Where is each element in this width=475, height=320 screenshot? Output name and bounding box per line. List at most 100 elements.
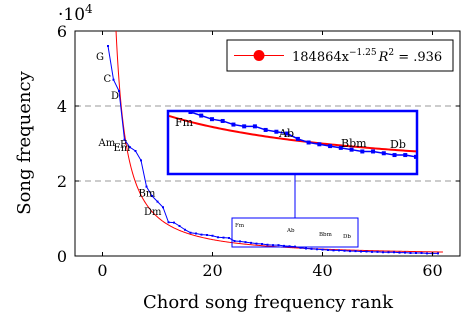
inset-data-point	[231, 122, 236, 127]
legend-label: 184864x−1.25 R2 = .936	[292, 48, 442, 65]
plot-frame	[74, 30, 461, 257]
data-point	[404, 251, 406, 254]
data-point	[134, 150, 137, 152]
x-axis-label: Chord song frequency rank	[143, 292, 394, 313]
data-point	[129, 146, 131, 149]
inset-data-point	[306, 140, 311, 145]
data-point	[393, 251, 395, 254]
data-point	[316, 248, 318, 251]
data-point	[415, 252, 417, 254]
inset-data-point	[274, 129, 279, 134]
data-point	[189, 231, 192, 234]
y-multiplier: ·104	[58, 2, 93, 25]
data-point	[299, 246, 302, 249]
y-tick-label: 0	[57, 247, 67, 266]
data-point	[437, 252, 439, 255]
inset-data-point	[349, 147, 354, 152]
data-point	[426, 252, 428, 255]
inset-data-point	[242, 124, 247, 129]
data-point	[283, 244, 285, 247]
inset-data-point	[425, 155, 429, 159]
data-point	[156, 200, 159, 203]
data-point	[321, 248, 324, 251]
data-point	[277, 244, 280, 247]
x-tick-label: 20	[202, 261, 222, 280]
data-point	[233, 240, 236, 242]
data-point	[200, 233, 203, 236]
y-axis-label: Song frequency	[14, 70, 35, 214]
data-point	[107, 45, 109, 47]
y-tick-label: 2	[57, 172, 67, 191]
zoom-label: Ab	[286, 228, 295, 234]
axis-ticks: 0 20 40 60 0 2 4 6	[57, 22, 460, 280]
data-point	[211, 234, 214, 237]
inset-label: Bbm	[341, 137, 367, 150]
data-point	[173, 221, 175, 224]
data-point	[118, 90, 120, 92]
x-tick-label: 60	[422, 261, 442, 280]
data-point	[360, 250, 362, 253]
inset-data-point	[338, 145, 343, 150]
inset-data-point	[263, 127, 268, 132]
chord-label: C	[104, 74, 112, 85]
zoom-label: Bbm	[319, 232, 333, 238]
inset-data-point	[381, 151, 386, 156]
data-point	[332, 249, 335, 252]
chord-labels: GCD Am FEm Bm Dm	[96, 52, 162, 218]
legend: 184864x−1.25 R2 = .936	[226, 39, 454, 72]
x-tick-label: 0	[97, 261, 107, 280]
data-point	[338, 249, 340, 252]
inset-frame	[166, 109, 419, 176]
chord-label: F	[120, 139, 127, 150]
data-point	[217, 236, 219, 239]
data-point	[178, 225, 181, 227]
data-point	[398, 251, 401, 254]
data-point	[272, 244, 274, 247]
data-point	[409, 252, 412, 254]
data-point	[162, 206, 164, 209]
data-point	[123, 138, 126, 141]
inset-data-point	[295, 136, 300, 141]
x-tick-label: 40	[312, 261, 332, 280]
data-point	[343, 249, 346, 252]
data-point	[261, 243, 263, 245]
data-point	[255, 242, 258, 245]
inset-observed-points	[156, 90, 429, 159]
zoom-region-labels: Fm Ab Bbm Db	[235, 223, 351, 240]
data-point	[167, 221, 170, 224]
inset-chord-labels: Fm Ab Bbm Db	[175, 116, 406, 151]
data-point	[349, 250, 351, 253]
data-point	[206, 234, 208, 236]
inset-data-point	[188, 112, 193, 114]
data-point	[310, 247, 313, 250]
data-point	[327, 249, 329, 251]
inset-data-point	[156, 90, 160, 94]
data-point	[371, 250, 373, 253]
zoom-label: Db	[343, 234, 351, 240]
data-point	[420, 252, 423, 254]
y-tick-label: 6	[57, 22, 67, 41]
data-point	[195, 232, 197, 235]
data-point	[266, 243, 269, 246]
observed-series-points	[107, 45, 439, 255]
inset-data-point	[167, 105, 171, 109]
inset-label: Db	[390, 138, 406, 151]
data-point	[239, 240, 241, 243]
inset-label: Fm	[175, 116, 194, 129]
inset-data-point	[199, 113, 204, 118]
chord-label: Em	[114, 143, 131, 154]
data-point	[288, 245, 291, 248]
y-multiplier-exponent: 4	[85, 2, 93, 16]
inset-data-point	[414, 154, 416, 159]
legend-exponent: −1.25	[349, 48, 377, 58]
inset-data-point	[285, 131, 290, 136]
data-point	[184, 228, 186, 231]
data-point	[222, 236, 225, 239]
chord-label: Bm	[139, 189, 156, 200]
legend-r2-value: = .936	[394, 50, 442, 65]
legend-r2-exponent: 2	[388, 48, 394, 58]
data-point	[112, 78, 115, 81]
chord-label: Dm	[144, 207, 162, 218]
inset-data-point	[360, 149, 365, 154]
inset-data-point	[209, 117, 214, 122]
